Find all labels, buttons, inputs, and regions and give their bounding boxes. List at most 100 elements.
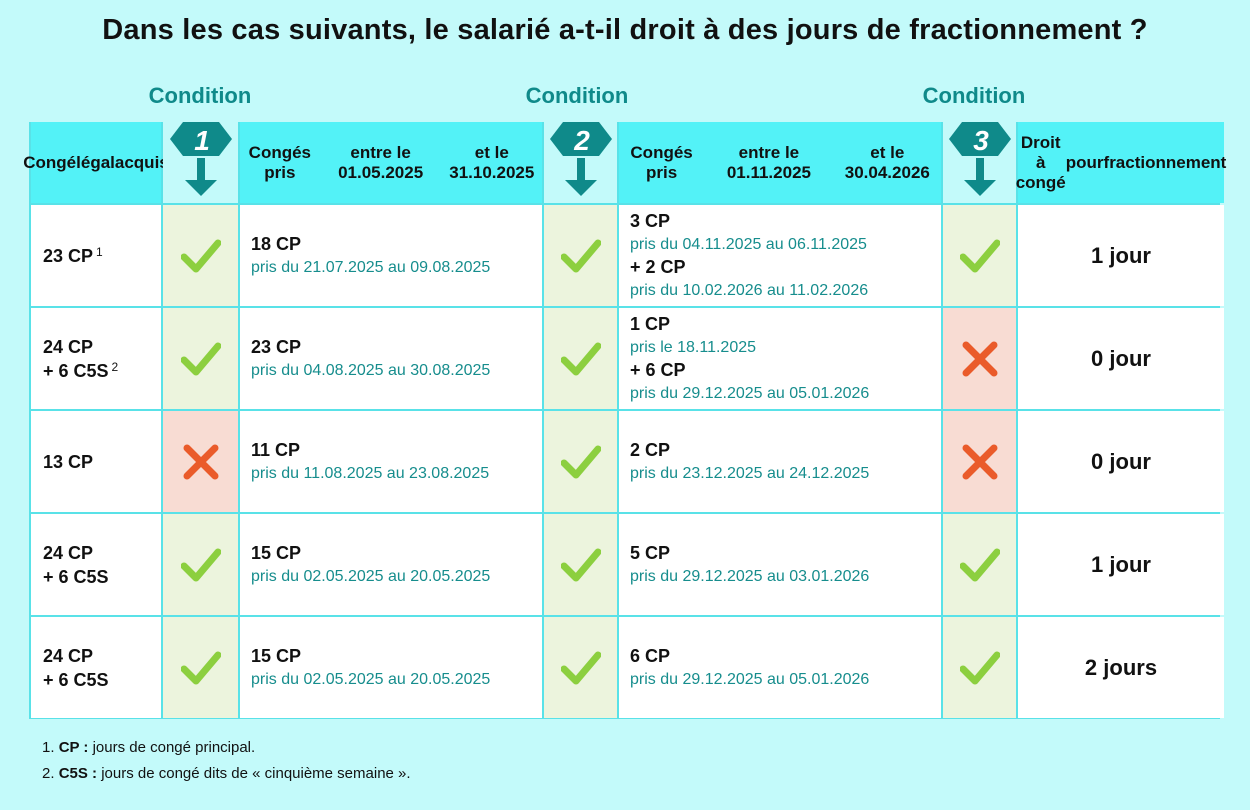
condition-number: 1 [194,125,210,156]
leave-dates: pris du 02.05.2025 au 20.05.2025 [251,670,491,688]
footnote-2: 2. C5S : jours de congé dits de « cinqui… [42,765,411,782]
header-result: Droit à congé pour fractionnement [1015,122,1227,203]
period-2-cell: 1 CP pris le 18.11.2025 + 6 CP pris du 29.1… [619,308,941,409]
footnote-ref: 1 [96,244,103,259]
condition-1-cell [163,617,238,718]
header-line: légal [76,152,115,172]
period-2-cell: 3 CP pris du 04.11.2025 au 06.11.2025 + 2 … [619,205,941,306]
acquired-line: 24 CP [43,335,118,359]
acquired-text: 24 CP [43,542,94,563]
leave-dates: pris du 21.07.2025 au 09.08.2025 [251,258,491,276]
acquired-text: 24 CP [43,645,94,666]
leave-dates: pris du 04.08.2025 au 30.08.2025 [251,361,491,379]
page-title: Dans les cas suivants, le salarié a-t-il… [102,14,1148,46]
result-cell: 1 jour [1018,514,1224,615]
check-icon [560,445,601,478]
header-line: Droit à congé [1015,132,1066,192]
result-value: 0 jour [1091,448,1151,474]
condition-number: 2 [573,125,590,156]
leave-dates: pris du 29.12.2025 au 05.01.2026 [630,384,870,402]
period-2-cell: 2 CP pris du 23.12.2025 au 24.12.2025 [619,411,941,512]
header-line: Congés pris [630,142,693,182]
acquired-line: 23 CP 1 [43,244,103,268]
leave-days: 15 CP [251,542,302,563]
result-value: 2 jours [1084,654,1158,680]
header-line: Congé [23,152,77,172]
period-1-cell: 15 CP pris du 02.05.2025 au 20.05.2025 [240,617,542,718]
acquired-line: + 6 C5S [43,668,109,692]
leave-days: 15 CP [251,645,302,666]
cross-icon [183,444,218,479]
acquired-text: 13 CP [43,451,94,472]
check-icon [180,548,221,581]
leave-dates: pris du 29.12.2025 au 05.01.2026 [630,670,870,688]
leave-days: 23 CP [251,336,302,357]
acquired-cell: 24 CP + 6 C5S [31,514,161,615]
header-period-1: Congés pris entre le 01.05.2025 et le 31.1… [240,122,542,203]
leave-dates: pris du 02.05.2025 au 20.05.2025 [251,567,491,585]
cross-icon [962,444,997,479]
check-icon [959,548,1000,581]
result-cell: 0 jour [1018,411,1224,512]
condition-1-cell [163,308,238,409]
header-line: fractionnement [1103,152,1227,172]
result-cell: 0 jour [1018,308,1224,409]
acquired-value: 24 CP + 6 C5S [43,644,109,692]
footnote-ref: 2 [111,359,119,374]
condition-3-cell [943,411,1016,512]
result-value: 1 jour [1091,242,1151,268]
header-line: pour [1065,152,1104,172]
header-condition-2: 2 [544,122,617,203]
leave-days: + 2 CP [630,256,686,277]
acquired-text: 23 CP [43,245,94,266]
period-1-cell: 11 CP pris du 11.08.2025 au 23.08.2025 [240,411,542,512]
condition-number: 3 [973,125,989,156]
acquired-line: 24 CP [43,644,109,668]
acquired-text: 24 CP [43,336,94,357]
condition-3-cell [943,205,1016,306]
leave-days: 6 CP [630,645,671,666]
acquired-line: 13 CP [43,450,93,474]
check-icon [180,239,221,272]
acquired-cell: 24 CP + 6 C5S [31,617,161,718]
header-acquired: Congé légal acquis [23,122,169,203]
check-icon [560,548,601,581]
leave-dates: pris du 29.12.2025 au 03.01.2026 [630,567,870,585]
result-value: 0 jour [1091,345,1151,371]
acquired-cell: 24 CP + 6 C5S 2 [31,308,161,409]
period-1-cell: 15 CP pris du 02.05.2025 au 20.05.2025 [240,514,542,615]
leave-days: 18 CP [251,233,302,254]
leave-days: 2 CP [630,439,671,460]
footnotes: 1. CP : jours de congé principal. 2. C5S… [42,735,411,787]
condition-2-label: Condition [525,83,629,108]
acquired-value: 24 CP + 6 C5S 2 [43,335,118,383]
leave-dates: pris le 18.11.2025 [630,338,757,356]
result-cell: 1 jour [1018,205,1224,306]
condition-2-cell [544,411,617,512]
check-icon [180,651,221,684]
acquired-value: 23 CP 1 [43,244,103,268]
check-icon [560,651,601,684]
period-2-cell: 5 CP pris du 29.12.2025 au 03.01.2026 [619,514,941,615]
condition-3-cell [943,617,1016,718]
header-line: entre le 01.05.2025 [338,142,424,182]
header-line: et le 30.04.2026 [844,142,930,182]
condition-1-label: Condition [148,83,252,108]
acquired-line: 24 CP [43,541,109,565]
condition-1-badge-icon: 1 [169,122,232,196]
acquired-cell: 23 CP 1 [31,205,161,306]
leave-dates: pris du 23.12.2025 au 24.12.2025 [630,464,870,482]
condition-2-cell [544,308,617,409]
acquired-line: + 6 C5S 2 [43,359,118,383]
check-icon [560,239,601,272]
condition-3-badge-icon: 3 [948,122,1011,196]
acquired-cell: 13 CP [31,411,161,512]
leave-dates: pris du 10.02.2026 au 11.02.2026 [630,281,869,299]
acquired-text: + 6 C5S [43,360,109,381]
condition-2-badge-icon: 2 [549,122,612,196]
header-period-2: Congés pris entre le 01.11.2025 et le 30.0… [619,122,941,203]
condition-1-cell [163,514,238,615]
period-1-cell: 23 CP pris du 04.08.2025 au 30.08.2025 [240,308,542,409]
acquired-text: + 6 C5S [43,566,109,587]
leave-dates: pris du 04.11.2025 au 06.11.2025 [630,235,867,253]
